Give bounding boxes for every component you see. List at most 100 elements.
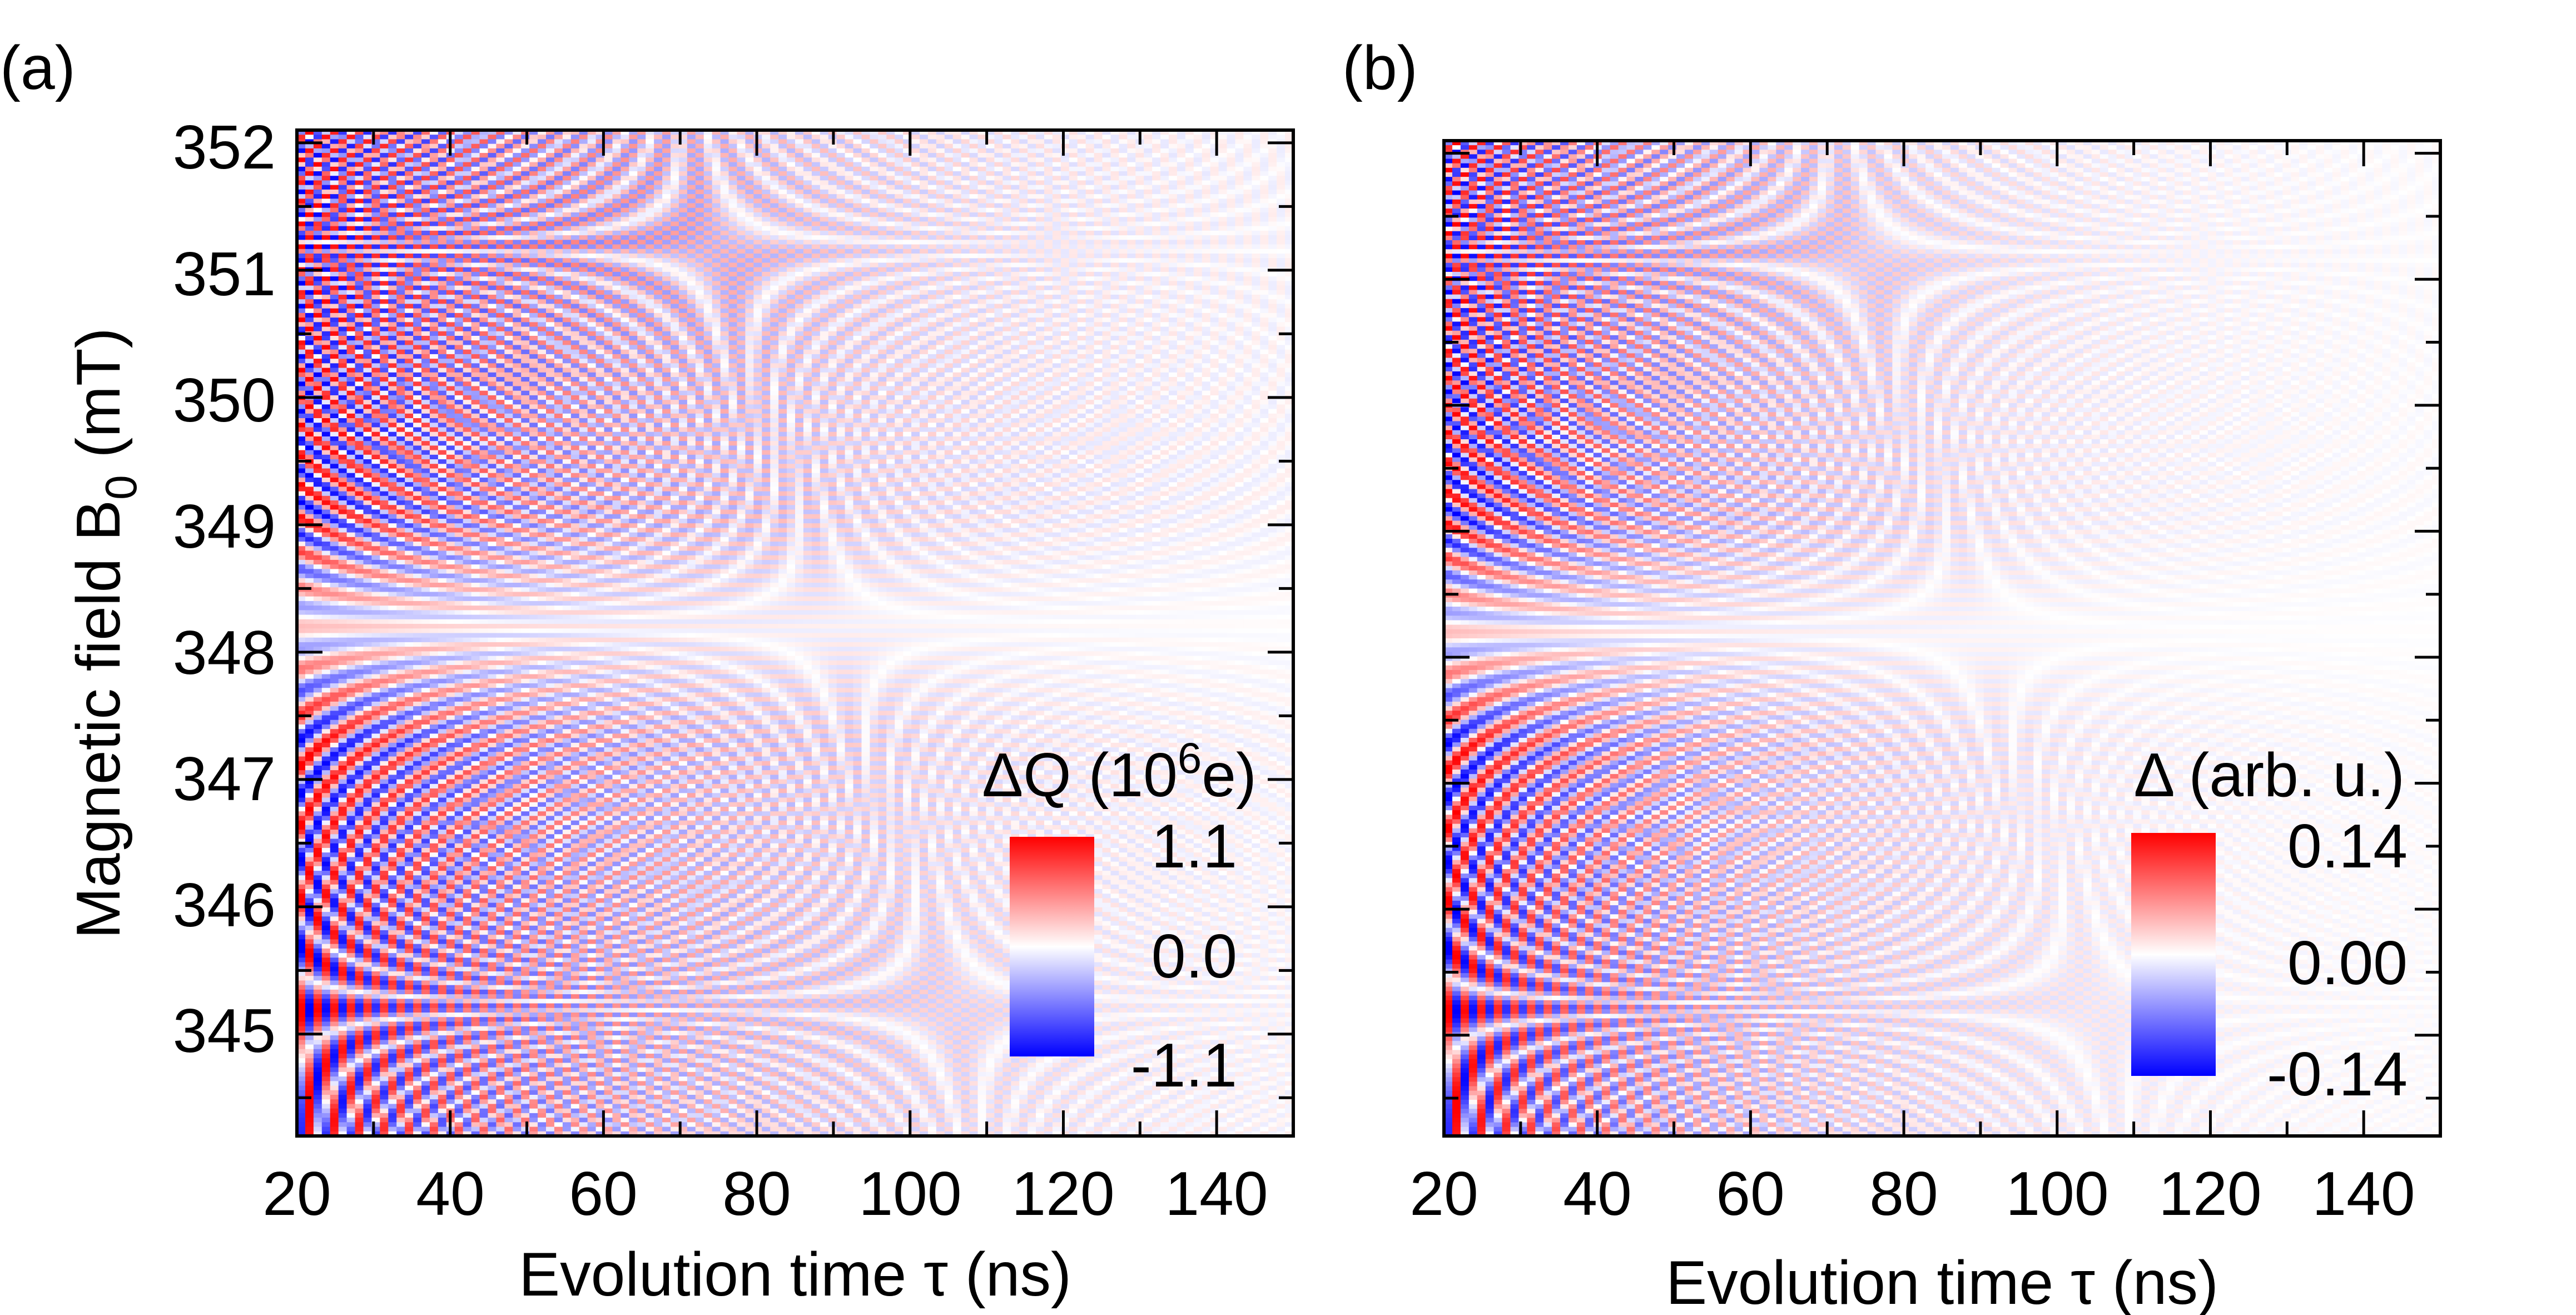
heatmap-cell [579,221,588,227]
heatmap-cell [952,258,962,264]
heatmap-cell [1052,185,1061,190]
heatmap-cell [529,217,538,222]
heatmap-cell [646,203,655,209]
heatmap-cell [637,166,647,172]
heatmap-cell [1127,207,1136,213]
heatmap-cell [1268,162,1278,167]
heatmap-cell [1085,166,1095,172]
heatmap-cell [587,285,597,291]
heatmap-cell [1060,262,1070,268]
heatmap-cell [629,217,638,222]
heatmap-cell [371,166,381,172]
heatmap-cell [1243,244,1253,250]
heatmap-cell [313,262,322,268]
heatmap-cell [612,271,622,277]
heatmap-cell [695,262,704,268]
heatmap-cell [720,189,729,195]
heatmap-cell [321,240,331,245]
heatmap-cell [355,207,364,213]
heatmap-cell [1268,271,1278,277]
heatmap-cell [454,166,464,172]
heatmap-cell [396,295,406,300]
heatmap-cell [297,254,306,259]
heatmap-cell [355,295,364,300]
heatmap-cell [795,271,804,277]
heatmap-cell [1060,276,1070,282]
heatmap-cell [961,230,970,236]
heatmap-cell [297,153,306,158]
heatmap-cell [1002,148,1012,154]
heatmap-cell [903,262,912,268]
heatmap-cell [538,176,547,181]
heatmap-cell [405,267,414,272]
heatmap-cell [927,254,937,259]
heatmap-cell [1052,157,1061,163]
heatmap-cell [1227,254,1236,259]
heatmap-cell [1227,176,1236,181]
heatmap-cell [1202,276,1211,282]
heatmap-cell [853,130,862,136]
heatmap-cell [977,281,987,286]
heatmap-cell [1077,162,1086,167]
heatmap-cell [1102,258,1111,264]
heatmap-cell [587,276,597,282]
heatmap-cell [770,304,780,309]
heatmap-cell [1135,267,1145,272]
heatmap-cell [1260,235,1269,241]
heatmap-cell [895,143,904,149]
heatmap-cell [820,199,829,204]
heatmap-cell [1193,290,1203,295]
heatmap-cell [845,262,854,268]
heatmap-cell [1185,308,1194,314]
heatmap-cell [1069,308,1078,314]
heatmap-cell [994,185,1004,190]
heatmap-cell [471,226,480,231]
heatmap-cell [454,276,464,282]
heatmap-cell [438,249,447,254]
heatmap-cell [1052,130,1061,136]
heatmap-cell [1260,217,1269,222]
heatmap-cell [820,217,829,222]
heatmap-cell [1277,276,1285,282]
heatmap-cell [496,230,505,236]
heatmap-cell [297,212,306,218]
heatmap-cell [678,162,688,167]
heatmap-cell [488,189,497,195]
heatmap-cell [1044,240,1053,245]
heatmap-cell [1210,130,1219,136]
heatmap-cell [1044,249,1053,254]
heatmap-cell [1285,235,1294,241]
heatmap-cell [936,230,945,236]
heatmap-cell [562,271,572,277]
heatmap-cell [1102,203,1111,209]
heatmap-cell [629,304,638,309]
heatmap-cell [1028,235,1036,241]
heatmap-cell [1260,285,1269,291]
heatmap-cell [836,194,846,200]
heatmap-cell [944,189,954,195]
heatmap-cell [554,185,563,190]
heatmap-cell [305,312,314,319]
heatmap-cell [853,194,862,200]
heatmap-cell [762,258,771,264]
heatmap-cell [388,262,398,268]
heatmap-cell [994,295,1004,300]
heatmap-cell [1210,312,1219,319]
heatmap-cell [720,180,729,186]
heatmap-cell [595,271,605,277]
heatmap-cell [1094,162,1103,167]
heatmap-cell [952,176,962,181]
heatmap-cell [952,281,962,286]
heatmap-cell [1277,166,1285,172]
heatmap-cell [496,207,505,213]
heatmap-cell [886,244,896,250]
heatmap-cell [1218,226,1228,231]
heatmap-cell [911,139,920,145]
heatmap-cell [1036,166,1045,172]
heatmap-cell [1102,153,1111,158]
heatmap-cell [1227,226,1236,231]
heatmap-cell [745,148,755,154]
heatmap-cell [762,189,771,195]
heatmap-cell [1160,166,1169,172]
heatmap-cell [338,157,348,163]
